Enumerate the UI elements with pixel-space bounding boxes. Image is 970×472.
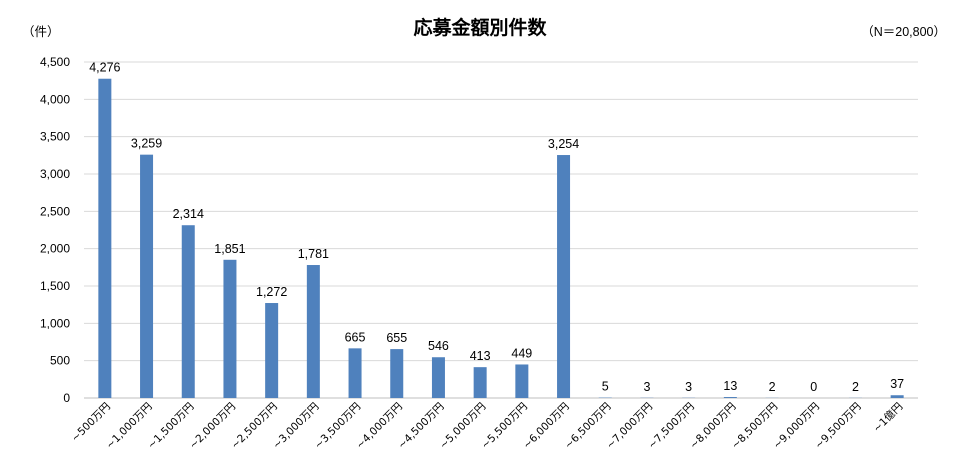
data-label: 2	[769, 380, 776, 394]
data-label: 0	[810, 380, 817, 394]
y-tick-label: 3,500	[40, 130, 70, 144]
gridlines	[84, 61, 918, 362]
data-label: 5	[602, 380, 609, 394]
bar	[265, 303, 279, 398]
x-tick-label: ~500万円	[69, 401, 113, 445]
y-tick-label: 4,500	[40, 55, 70, 69]
data-label: 546	[428, 339, 449, 353]
y-tick-label: 1,000	[40, 316, 70, 330]
y-tick-label: 2,500	[40, 204, 70, 218]
data-label: 655	[386, 331, 407, 345]
bar	[557, 155, 571, 398]
bar	[181, 225, 195, 398]
data-label: 37	[890, 377, 904, 391]
data-label: 1,781	[298, 247, 329, 261]
data-label: 449	[511, 346, 532, 360]
y-tick-label: 3,000	[40, 167, 70, 181]
x-tick-label: ~1億円	[870, 400, 905, 435]
data-label: 2,314	[173, 207, 204, 221]
chart-title: 応募金額別件数	[413, 16, 547, 39]
bars	[98, 78, 904, 398]
data-label: 3	[643, 380, 650, 394]
bar	[723, 397, 737, 398]
bar	[390, 349, 404, 398]
bar	[98, 78, 112, 398]
bar	[223, 259, 237, 398]
y-tick-label: 2,000	[40, 242, 70, 256]
data-label: 13	[723, 379, 737, 393]
data-label: 1,272	[256, 285, 287, 299]
y-tick-label: 500	[50, 354, 70, 368]
y-axis-ticks: 0 500 1,000 1,500 2,000 2,500 3,000 3,500 4,000 4…	[40, 55, 70, 405]
data-label: 665	[345, 330, 366, 344]
y-tick-label: 1,500	[40, 279, 70, 293]
bar	[306, 265, 320, 398]
bar	[890, 395, 904, 398]
data-label: 2	[852, 380, 859, 394]
bar	[348, 348, 362, 398]
y-tick-label: 0	[63, 391, 70, 405]
bar	[431, 357, 445, 398]
sample-size-note: （N＝20,800）	[861, 25, 946, 39]
y-unit-label: （件）	[22, 25, 60, 39]
data-label: 3,254	[548, 137, 579, 151]
data-label: 413	[470, 349, 491, 363]
data-label: 3,259	[131, 137, 162, 151]
bar	[473, 367, 487, 398]
data-labels: 4,276 3,259 2,314 1,851 1,272 1,781 665 655 546 4…	[89, 61, 904, 394]
y-tick-label: 4,000	[40, 92, 70, 106]
data-label: 1,851	[214, 242, 245, 256]
x-axis-ticks: ~500万円~1,000万円~1,500万円~2,000万円~2,500万円~3…	[69, 400, 905, 452]
data-label: 3	[685, 380, 692, 394]
bar	[515, 364, 529, 398]
data-label: 4,276	[89, 61, 120, 75]
bar	[140, 154, 154, 398]
